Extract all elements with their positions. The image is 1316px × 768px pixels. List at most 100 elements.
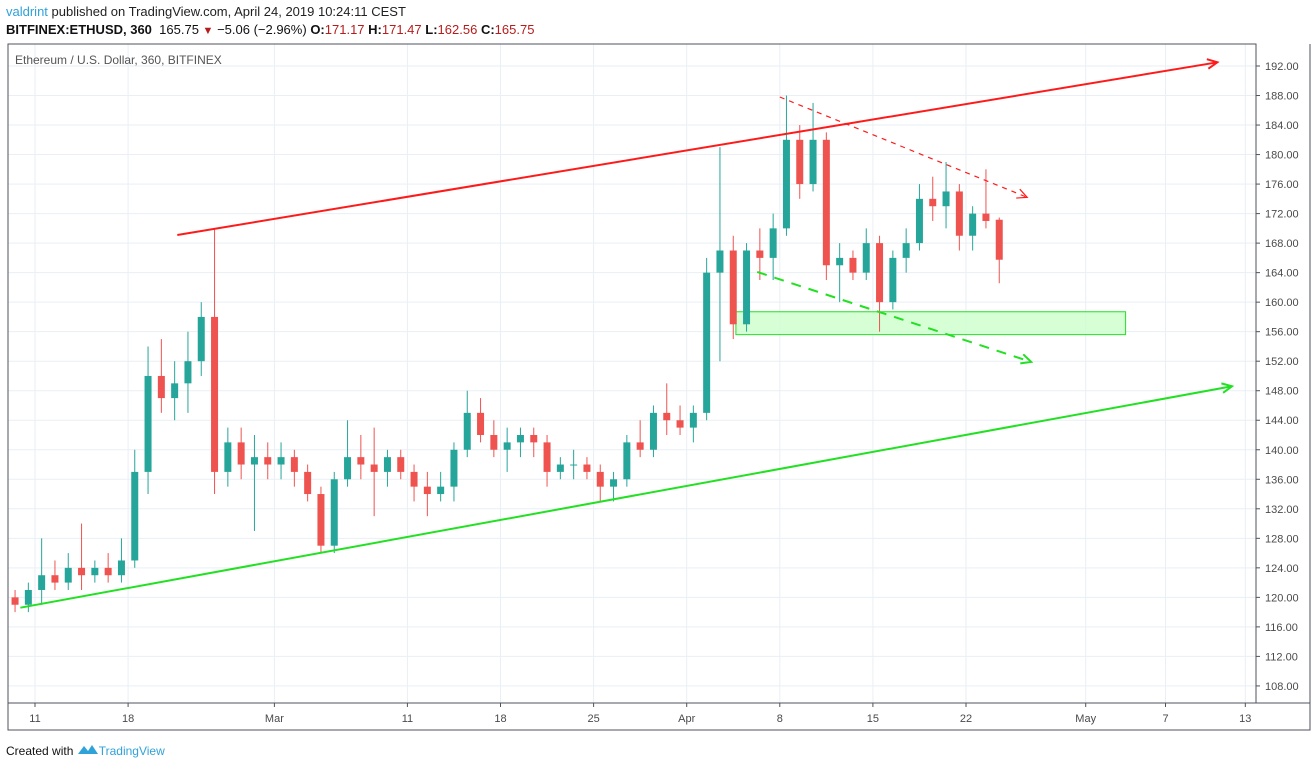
candle-up <box>277 457 285 465</box>
candle-up <box>769 228 777 258</box>
candle-down <box>796 139 804 185</box>
candle-up <box>902 243 910 258</box>
candle-up <box>450 449 458 487</box>
descending-support <box>756 270 1032 363</box>
symbol: BITFINEX:ETHUSD, 360 <box>6 22 152 37</box>
candle-up <box>250 457 258 465</box>
y-tick-label: 116.00 <box>1265 622 1298 634</box>
candle-up <box>570 464 578 466</box>
candle-up <box>91 567 99 576</box>
candle-down <box>211 316 219 472</box>
candle-down <box>264 457 272 465</box>
y-tick-label: 172.00 <box>1265 209 1299 221</box>
y-tick-label: 136.00 <box>1265 474 1299 486</box>
candle-down <box>370 464 378 472</box>
publish-info: valdrint published on TradingView.com, A… <box>6 4 406 19</box>
candle-down <box>756 250 764 258</box>
candles <box>11 95 1003 613</box>
support-zone <box>735 311 1127 336</box>
x-tick-label: 8 <box>777 713 783 725</box>
open-label: O: <box>310 22 325 37</box>
candle-up <box>64 567 72 583</box>
candle-down <box>955 191 963 236</box>
arrowhead-icon <box>1221 382 1235 394</box>
x-tick-label: May <box>1075 713 1096 725</box>
candle-down <box>317 494 325 546</box>
candle-up <box>610 479 618 487</box>
y-tick-label: 148.00 <box>1265 386 1299 398</box>
tradingview-logo-icon <box>77 745 98 754</box>
price-axis[interactable]: 108.00 112.00 116.00 120.00 124.00 128.00 132.… <box>1256 61 1299 693</box>
y-tick-label: 128.00 <box>1265 533 1299 545</box>
candle-down <box>490 435 498 450</box>
candle-up <box>437 486 445 495</box>
y-tick-label: 188.00 <box>1265 91 1299 103</box>
y-tick-label: 180.00 <box>1265 150 1299 162</box>
support-trendline <box>20 385 1233 609</box>
y-tick-label: 124.00 <box>1265 563 1299 575</box>
candle-down <box>929 198 937 207</box>
candle-down <box>995 219 1003 260</box>
candle-up <box>716 250 724 273</box>
x-tick-label: 15 <box>867 713 879 725</box>
y-tick-label: 168.00 <box>1265 238 1299 250</box>
candle-up <box>24 589 32 605</box>
annotations[interactable] <box>20 58 1235 609</box>
candle-up <box>171 383 179 399</box>
candle-up <box>556 464 564 472</box>
candle-down <box>583 464 591 472</box>
candle-down <box>822 139 830 266</box>
candle-down <box>729 250 737 325</box>
author-link[interactable]: valdrint <box>6 4 48 19</box>
x-tick-label: 11 <box>29 713 40 725</box>
candle-down <box>397 457 405 472</box>
y-tick-label: 140.00 <box>1265 445 1299 457</box>
annotations-back <box>735 311 1127 336</box>
candle-down <box>876 243 884 303</box>
grid <box>8 44 1256 703</box>
x-tick-label: 18 <box>122 713 134 725</box>
candle-up <box>942 191 950 207</box>
candle-up <box>131 471 139 561</box>
low-label: L: <box>425 22 438 37</box>
y-tick-label: 164.00 <box>1265 268 1299 280</box>
footer: Created with TradingView <box>6 743 165 758</box>
candle-up <box>503 442 511 450</box>
x-tick-label: 13 <box>1239 713 1251 725</box>
x-tick-label: 11 <box>402 713 413 725</box>
y-tick-label: 120.00 <box>1265 592 1299 604</box>
chart-legend: Ethereum / U.S. Dollar, 360, BITFINEX <box>15 53 222 67</box>
time-axis-labels: 11 18 Mar 11 18 25 Apr 8 15 22 May 7 13 <box>29 703 1251 725</box>
low-value: 162.56 <box>437 22 478 37</box>
close-label: C: <box>480 22 495 37</box>
candle-up <box>117 560 125 576</box>
tradingview-link[interactable]: TradingView <box>98 744 165 758</box>
descending-resistance <box>779 96 1028 198</box>
candle-down <box>676 420 684 428</box>
candle-up <box>197 316 205 362</box>
candle-down <box>849 257 857 273</box>
close-value: 165.75 <box>494 22 535 37</box>
candle-down <box>11 597 19 605</box>
candle-down <box>237 442 245 465</box>
candle-down <box>290 457 298 472</box>
candle-down <box>410 471 418 487</box>
candle-up <box>703 272 711 413</box>
open-value: 171.17 <box>324 22 365 37</box>
candle-down <box>543 442 551 472</box>
footer-text: Created with <box>6 744 74 758</box>
y-tick-label: 108.00 <box>1265 681 1299 693</box>
x-tick-label: 22 <box>960 713 972 725</box>
symbol-info: BITFINEX:ETHUSD, 360 165.75 ▼ −5.06 (−2.… <box>6 22 534 37</box>
time-axis[interactable] <box>7 702 1311 731</box>
candle-down <box>596 471 604 487</box>
candle-up <box>383 457 391 472</box>
publish-text: published on TradingView.com, April 24, … <box>47 4 406 19</box>
candle-up <box>915 198 923 244</box>
y-tick-label: 156.00 <box>1265 327 1299 339</box>
candle-up <box>330 479 338 546</box>
candle-up <box>836 257 844 266</box>
candle-down <box>982 213 990 221</box>
arrowhead-icon <box>1016 188 1029 199</box>
